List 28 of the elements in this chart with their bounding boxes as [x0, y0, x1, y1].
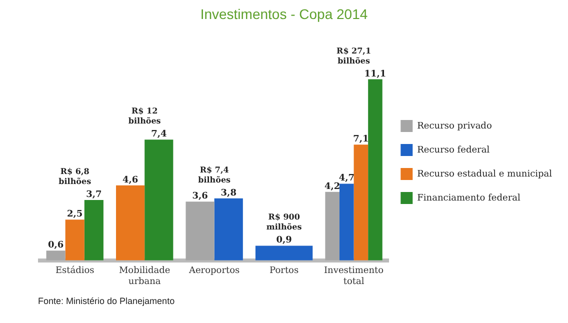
- data-label: 0,9: [276, 236, 292, 246]
- total-label: R$ 12 bilhões: [128, 106, 162, 126]
- total-label: R$ 27,1 bilhões: [336, 45, 372, 66]
- data-label: 3,8: [220, 188, 236, 198]
- data-label: 3,6: [192, 192, 208, 202]
- x-tick-label: Aeroportos: [188, 266, 240, 276]
- data-label: 11,1: [364, 69, 386, 80]
- total-label: R$ 7,4 bilhões: [198, 164, 232, 184]
- total-label: R$ 6,8 bilhões: [58, 166, 92, 186]
- data-label: 7,1: [353, 134, 369, 145]
- x-tick-label: Estádios: [55, 265, 95, 276]
- x-tick-label: Portos: [270, 266, 299, 276]
- data-label: 0,6: [48, 240, 64, 251]
- chart-title: Investimentos - Copa 2014: [199, 6, 369, 22]
- data-label: 3,7: [86, 190, 102, 200]
- legend-label: Financiamento federal: [417, 193, 520, 204]
- legend-label: Recurso estadual e municipal: [417, 169, 552, 180]
- data-label: 4,6: [122, 175, 138, 186]
- legend-label: Recurso privado: [417, 121, 492, 132]
- legend-label: Recurso federal: [417, 145, 490, 156]
- data-label: 2,5: [67, 210, 83, 220]
- total-label: R$ 900 milhões: [266, 212, 302, 232]
- data-label: 4,2: [324, 182, 340, 192]
- x-tick-label: Investimento total: [324, 266, 384, 287]
- source-note: Fonte: Ministério do Planejamento: [38, 296, 175, 306]
- data-label: 7,4: [151, 130, 167, 140]
- data-label: 4,7: [338, 174, 354, 184]
- x-tick-label: Mobilidade urbana: [118, 266, 170, 287]
